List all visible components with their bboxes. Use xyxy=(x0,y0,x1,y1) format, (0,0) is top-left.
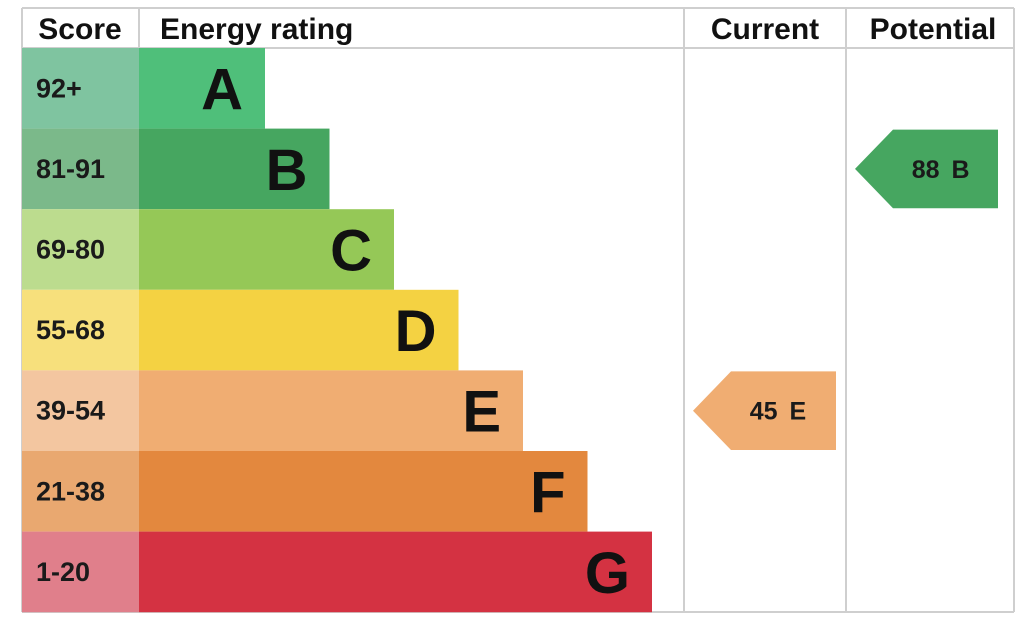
score-label-f: 21-38 xyxy=(36,476,105,506)
band-bar-g xyxy=(139,531,652,613)
score-cell-e xyxy=(22,370,139,451)
score-cell-a xyxy=(22,48,139,129)
header-score: Score xyxy=(38,13,121,46)
header-energy-rating: Energy rating xyxy=(160,13,353,46)
score-cell-b xyxy=(22,128,139,210)
current-rating-arrow xyxy=(693,371,836,450)
band-letter-c: C xyxy=(330,219,372,284)
rating-arrows: 45 E 88 B xyxy=(693,129,998,450)
potential-rating-arrow xyxy=(855,129,998,209)
score-label-b: 81-91 xyxy=(36,154,105,184)
rating-bands: 92+ A 81-91 B 69-80 C 55-68 D 39-54 E 21-38 F 1-20 G xyxy=(22,48,652,613)
band-bar-a xyxy=(139,48,265,129)
band-bar-d xyxy=(139,289,459,371)
band-letter-a: A xyxy=(201,57,243,122)
band-letter-e: E xyxy=(462,380,501,445)
current-rating-letter: E xyxy=(790,398,807,426)
current-rating-value: 45 xyxy=(750,398,778,426)
score-label-g: 1-20 xyxy=(36,557,90,587)
score-cell-d xyxy=(22,289,139,371)
band-letter-d: D xyxy=(395,299,437,364)
score-cell-f xyxy=(22,451,139,532)
potential-rating-letter: B xyxy=(952,156,970,184)
score-cell-g xyxy=(22,531,139,613)
score-label-d: 55-68 xyxy=(36,315,105,345)
header-current: Current xyxy=(711,13,819,46)
score-label-c: 69-80 xyxy=(36,235,105,265)
score-label-e: 39-54 xyxy=(36,396,105,426)
band-letter-b: B xyxy=(266,138,308,203)
band-letter-f: F xyxy=(530,460,565,525)
band-bar-e xyxy=(139,370,523,451)
band-bar-f xyxy=(139,451,588,532)
band-bar-c xyxy=(139,209,394,290)
score-label-a: 92+ xyxy=(36,73,82,103)
potential-rating-value: 88 xyxy=(912,156,940,184)
header-potential: Potential xyxy=(870,13,997,46)
band-letter-g: G xyxy=(585,541,630,606)
band-bar-b xyxy=(139,128,330,210)
score-cell-c xyxy=(22,209,139,290)
